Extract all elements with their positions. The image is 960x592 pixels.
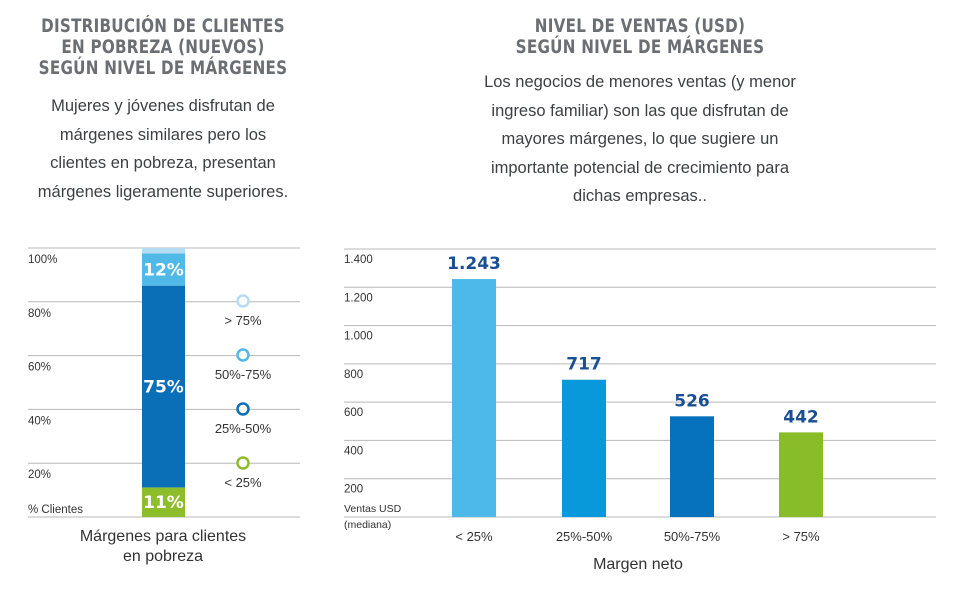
right-chart-axis-labels: 200 400 600 800 1.000 1.200 1.400 Ventas USD (me… (344, 254, 820, 573)
stacked-segment (142, 248, 185, 254)
right-title-line: SEGÚN NIVEL DE MÁRGENES (515, 37, 765, 58)
bar-value-label: 442 (783, 407, 819, 427)
right-subtitle-line: mayores márgenes, lo que sugiere un (501, 130, 779, 148)
legend-marker-icon (236, 294, 250, 308)
right-y-tick-label: 800 (344, 369, 363, 381)
legend-label: > 75% (224, 313, 262, 328)
left-chart-stacked-bar: 11% 75% 12% (142, 248, 185, 517)
sales-bar (452, 279, 496, 517)
legend-marker-icon (236, 456, 250, 470)
legend-label: 25%-50% (215, 421, 272, 436)
right-y-tick-label: 200 (344, 484, 363, 496)
right-y-tick-label: 1.000 (344, 331, 373, 343)
right-chart-bars: 1.243 717 526 442 (447, 254, 823, 517)
legend-label: < 25% (224, 475, 262, 490)
legend-label: 50%-75% (215, 367, 272, 382)
left-chart-axis-labels: 20% 40% 60% 80% 100% % Clientes Márgenes para … (28, 254, 246, 565)
right-subtitle-line: Los negocios de menores ventas (y menor (484, 73, 796, 91)
stacked-segment (142, 285, 185, 488)
left-subtitle-line: clientes en pobreza, presentan (50, 154, 276, 172)
x-category-label: 50%-75% (664, 529, 721, 544)
stacked-segment-label: 12% (143, 261, 184, 281)
right-y-tick-label: 600 (344, 407, 363, 419)
left-x-axis-label: en pobreza (123, 548, 203, 565)
left-chart-legend: > 75% 50%-75% 25%-50% < 25% (215, 294, 272, 490)
left-y-axis-label: % Clientes (28, 504, 83, 516)
left-title-line: EN POBREZA (NUEVOS) (61, 37, 265, 58)
legend-marker-icon (236, 348, 250, 362)
right-y-tick-label: 1.200 (344, 292, 373, 304)
left-y-tick-label: 20% (28, 469, 51, 481)
stacked-segment-label: 11% (143, 493, 184, 513)
stacked-segment (142, 253, 185, 286)
left-y-tick-label: 40% (28, 415, 51, 427)
left-subtitle-line: Mujeres y jóvenes disfrutan de (51, 97, 275, 115)
stacked-segment (142, 487, 185, 517)
sales-bar (562, 379, 606, 517)
x-category-label: 25%-50% (556, 529, 613, 544)
right-subtitle-line: dichas empresas.. (573, 187, 707, 205)
left-subtitle-line: márgenes ligeramente superiores. (37, 182, 289, 201)
left-y-tick-label: 80% (28, 308, 51, 320)
left-subtitle-line: márgenes similares pero los (59, 125, 267, 144)
left-title-line: SEGÚN NIVEL DE MÁRGENES (38, 58, 288, 79)
left-y-tick-label: 100% (28, 254, 57, 266)
right-y-tick-label: 1.400 (344, 254, 373, 266)
right-chart-gridlines (344, 248, 936, 518)
legend-marker-icon (236, 402, 250, 416)
right-y-axis-label: (mediana) (344, 519, 391, 531)
left-chart-subtitle: Mujeres y jóvenes disfrutan de márgenes … (10, 92, 316, 206)
bar-value-label: 526 (674, 391, 710, 411)
bar-value-label: 717 (566, 355, 602, 375)
left-y-tick-label: 60% (28, 362, 51, 374)
right-subtitle-line: ingreso familiar) son las que disfrutan … (491, 101, 789, 120)
left-title-line: DISTRIBUCIÓN DE CLIENTES (41, 16, 285, 37)
right-subtitle-line: importante potencial de crecimiento para (490, 158, 790, 177)
right-chart-subtitle: Los negocios de menores ventas (y menor … (440, 68, 840, 211)
right-y-axis-label: Ventas USD (344, 503, 402, 515)
right-title-line: NIVEL DE VENTAS (USD) (534, 16, 746, 37)
x-category-label: < 25% (455, 529, 493, 544)
x-category-label: > 75% (782, 529, 820, 544)
right-chart-title: NIVEL DE VENTAS (USD) SEGÚN NIVEL DE MÁR… (484, 16, 796, 58)
right-x-axis-label: Margen neto (593, 556, 683, 573)
left-x-axis-label: Márgenes para clientes (80, 528, 246, 545)
stacked-segment-label: 75% (143, 378, 184, 398)
left-chart-title: DISTRIBUCIÓN DE CLIENTES EN POBREZA (NUE… (13, 16, 313, 79)
sales-bar (779, 432, 823, 517)
sales-bar (670, 416, 714, 517)
bar-value-label: 1.243 (447, 254, 501, 274)
right-y-tick-label: 400 (344, 445, 363, 457)
